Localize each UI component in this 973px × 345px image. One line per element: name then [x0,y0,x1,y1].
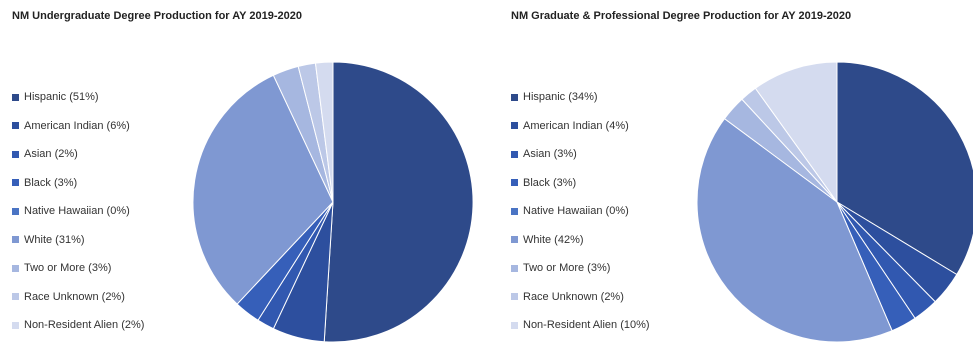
legend-swatch [12,179,19,187]
legend-item: Native Hawaiian (0%) [511,197,650,226]
legend-swatch [511,150,518,158]
legend-swatch [12,93,19,101]
legend-swatch [12,321,19,329]
legend-label: Two or More (3%) [24,262,112,275]
legend-swatch [12,264,19,272]
legend-label: Non-Resident Alien (2%) [24,319,145,332]
legend: Hispanic (34%) American Indian (4%) Asian … [511,83,650,340]
legend-label: Black (3%) [24,176,78,189]
legend-label: American Indian (4%) [523,119,629,132]
pie-slice-white [696,117,893,343]
legend-swatch [12,150,19,158]
pie-chart [192,61,474,343]
legend-swatch [511,293,518,301]
legend-item: White (31%) [12,226,144,255]
pie-slice-hispanic [323,61,474,343]
legend-label: Asian (2%) [24,148,78,161]
legend-item: Race Unknown (2%) [511,283,650,312]
legend-label: Native Hawaiian (0%) [24,205,130,218]
legend-label: White (31%) [24,233,85,246]
pie-slice-non-resident-alien [314,61,334,203]
legend-label: Two or More (3%) [523,262,611,275]
legend-swatch [511,93,518,101]
legend-item: Native Hawaiian (0%) [12,197,144,226]
legend-swatch [12,207,19,215]
legend-item: Hispanic (34%) [511,83,650,112]
legend-item: Black (3%) [12,169,144,198]
legend-item: White (42%) [511,226,650,255]
undergrad-chart: NM Undergraduate Degree Production for A… [0,0,486,345]
legend-item: Asian (3%) [511,140,650,169]
pie-slice-hispanic [836,61,973,276]
legend-item: Non-Resident Alien (10%) [511,311,650,340]
legend-label: Race Unknown (2%) [523,290,624,303]
legend: Hispanic (51%) American Indian (6%) Asian … [12,83,144,340]
legend-label: Black (3%) [523,176,577,189]
legend-label: Hispanic (51%) [24,91,99,104]
legend-label: American Indian (6%) [24,119,130,132]
chart-title: NM Graduate & Professional Degree Produc… [511,10,852,22]
legend-swatch [511,236,518,244]
pie-slice-white [192,74,334,305]
legend-label: Asian (3%) [523,148,577,161]
legend-swatch [12,293,19,301]
legend-swatch [511,207,518,215]
legend-swatch [511,122,518,130]
grad-chart: NM Graduate & Professional Degree Produc… [486,0,973,345]
legend-item: Hispanic (51%) [12,83,144,112]
legend-label: Native Hawaiian (0%) [523,205,629,218]
legend-label: Hispanic (34%) [523,91,598,104]
legend-label: White (42%) [523,233,584,246]
legend-label: Non-Resident Alien (10%) [523,319,650,332]
legend-item: Asian (2%) [12,140,144,169]
legend-swatch [12,236,19,244]
pie-slice-non-resident-alien [754,61,838,204]
legend-item: Two or More (3%) [12,254,144,283]
legend-swatch [511,179,518,187]
legend-swatch [12,122,19,130]
legend-swatch [511,321,518,329]
legend-item: Race Unknown (2%) [12,283,144,312]
legend-item: Non-Resident Alien (2%) [12,311,144,340]
pie-chart [696,61,973,343]
legend-swatch [511,264,518,272]
chart-title: NM Undergraduate Degree Production for A… [12,10,302,22]
legend-label: Race Unknown (2%) [24,290,125,303]
legend-item: Two or More (3%) [511,254,650,283]
legend-item: American Indian (4%) [511,112,650,141]
legend-item: Black (3%) [511,169,650,198]
legend-item: American Indian (6%) [12,112,144,141]
